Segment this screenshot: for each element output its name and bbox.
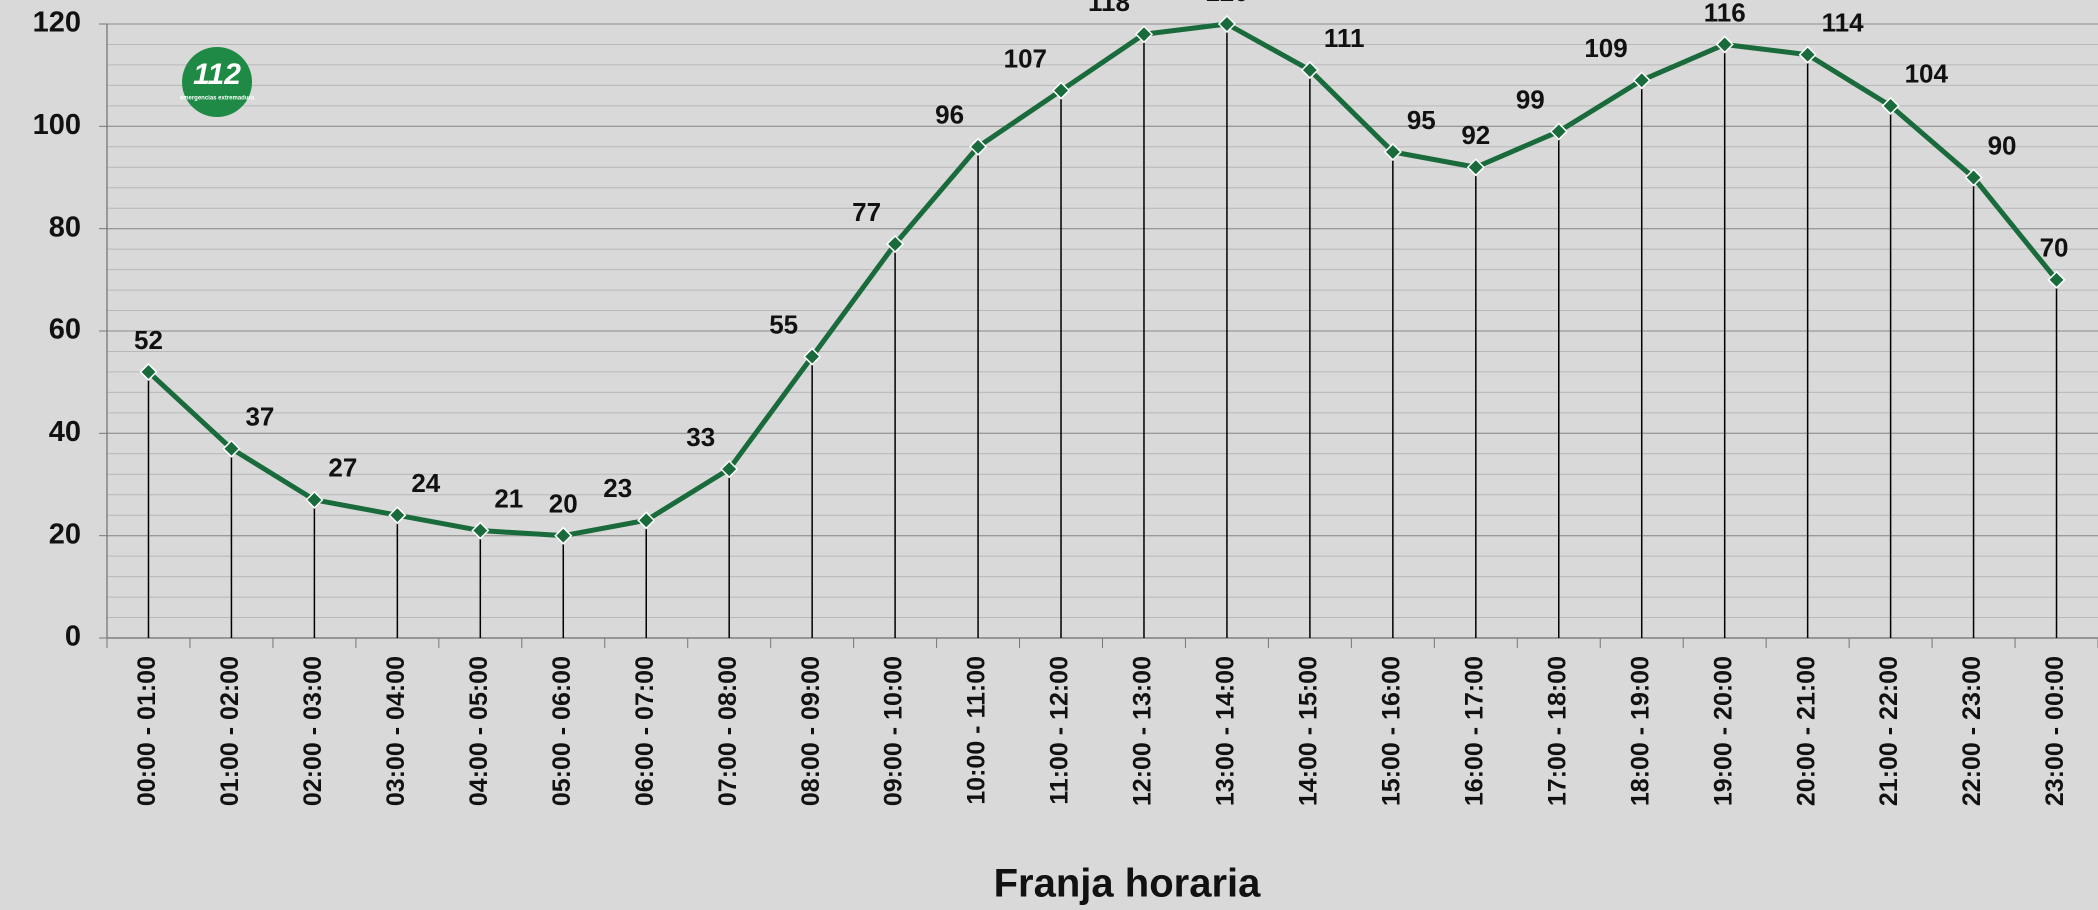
data-label: 23 — [603, 473, 632, 503]
y-tick-label: 120 — [33, 7, 81, 39]
data-label: 92 — [1461, 120, 1490, 150]
x-tick-label: 15:00 - 16:00 — [1377, 656, 1405, 806]
marker — [969, 137, 988, 156]
x-tick-label: 04:00 - 05:00 — [465, 656, 493, 806]
logo-text: emergencias extremadura — [180, 96, 255, 102]
x-tick-label: 11:00 - 12:00 — [1046, 656, 1074, 805]
x-tick-label: 17:00 - 18:00 — [1543, 656, 1571, 806]
x-tick-label: 19:00 - 20:00 — [1709, 656, 1737, 806]
x-tick-label: 14:00 - 15:00 — [1295, 656, 1323, 806]
marker — [1051, 81, 1071, 100]
marker — [1383, 142, 1402, 161]
x-tick-label: 20:00 - 21:00 — [1792, 656, 1820, 806]
x-tick-label: 01:00 - 02:00 — [216, 656, 244, 806]
x-tick-label: 03:00 - 04:00 — [382, 656, 410, 806]
data-label: 77 — [852, 197, 881, 227]
x-tick-label: 21:00 - 22:00 — [1875, 656, 1903, 806]
series-line — [146, 21, 2059, 539]
marker — [886, 234, 905, 254]
data-label: 24 — [411, 468, 440, 498]
data-label: 21 — [494, 483, 523, 513]
data-label: 120 — [1205, 0, 1248, 7]
marker — [1798, 45, 1817, 64]
data-label: 104 — [1905, 59, 1949, 89]
marker — [222, 439, 241, 458]
x-tick-label: 18:00 - 19:00 — [1626, 656, 1654, 806]
x-tick-label: 12:00 - 13:00 — [1129, 656, 1157, 806]
data-label: 111 — [1324, 23, 1365, 53]
x-tick-label: 05:00 - 06:00 — [548, 656, 576, 806]
marker — [1632, 71, 1651, 90]
y-tick-label: 80 — [49, 211, 81, 243]
y-tick-label: 0 — [65, 621, 81, 653]
marker — [1881, 96, 1900, 115]
x-tick-label: 22:00 - 23:00 — [1958, 656, 1986, 806]
marker — [1217, 14, 1237, 34]
marker — [388, 506, 407, 525]
data-label: 70 — [2040, 233, 2069, 263]
data-label: 52 — [134, 325, 163, 355]
data-label: 95 — [1407, 105, 1436, 135]
y-tick-label: 60 — [49, 314, 81, 346]
x-tick-label: 10:00 - 11:00 — [963, 656, 991, 805]
marker — [803, 347, 822, 366]
x-tick-label: 08:00 - 09:00 — [797, 656, 825, 806]
data-label: 55 — [769, 309, 798, 339]
data-label: 37 — [245, 402, 274, 432]
y-tick-label: 40 — [49, 416, 81, 448]
x-tick-label: 13:00 - 14:00 — [1212, 656, 1240, 806]
marker — [471, 521, 490, 540]
x-tick-label: 16:00 - 17:00 — [1460, 656, 1488, 806]
data-label: 20 — [549, 489, 578, 519]
marker — [1134, 25, 1154, 44]
data-label: 114 — [1822, 8, 1864, 38]
data-label: 33 — [686, 422, 715, 452]
logo-number: 112 — [193, 58, 241, 91]
x-tick-label: 23:00 - 00:00 — [2041, 656, 2069, 806]
logo: 112 emergencias extremadura — [180, 47, 255, 117]
data-label: 107 — [1004, 43, 1047, 73]
marker — [1300, 60, 1319, 80]
marker — [554, 526, 573, 545]
x-tick-label: 09:00 - 10:00 — [880, 656, 908, 806]
data-label: 118 — [1088, 0, 1130, 17]
marker — [1466, 158, 1485, 177]
logo-circle — [182, 47, 252, 117]
data-label: 96 — [935, 100, 964, 130]
x-tick-label: 02:00 - 03:00 — [299, 656, 327, 806]
y-tick-label: 100 — [33, 109, 81, 141]
marker — [1715, 35, 1734, 54]
marker — [720, 460, 739, 479]
marker — [1964, 168, 1983, 187]
data-label: 109 — [1584, 33, 1627, 63]
data-label: 90 — [1988, 130, 2017, 160]
x-axis-title: Franja horaria — [994, 862, 1262, 906]
data-label: 27 — [328, 453, 357, 483]
marker — [139, 362, 158, 381]
data-label: 99 — [1516, 84, 1545, 114]
x-tick-label: 07:00 - 08:00 — [714, 656, 742, 806]
marker — [2047, 270, 2066, 289]
data-label: 116 — [1704, 0, 1746, 27]
marker — [1549, 122, 1568, 141]
x-tick-label: 00:00 - 01:00 — [133, 656, 161, 806]
y-tick-label: 20 — [49, 518, 81, 550]
marker — [637, 511, 656, 530]
marker — [305, 490, 324, 509]
x-tick-label: 06:00 - 07:00 — [631, 656, 659, 806]
